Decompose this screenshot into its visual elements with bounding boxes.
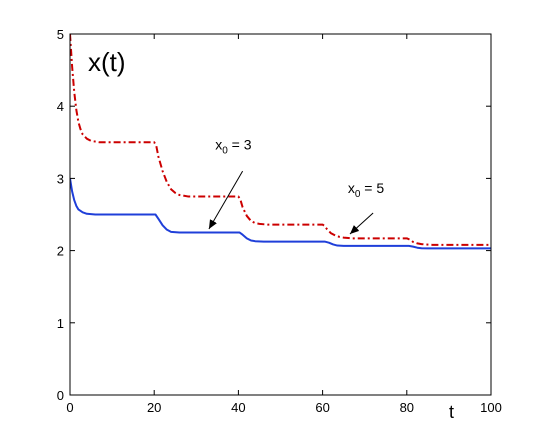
series-line-1 bbox=[70, 178, 491, 250]
y-tick-label: 5 bbox=[57, 27, 64, 42]
x-tick-label: 100 bbox=[480, 400, 502, 415]
y-tick-label: 1 bbox=[57, 316, 64, 331]
y-axis-label: x(t) bbox=[88, 47, 126, 77]
y-tick-label: 3 bbox=[57, 171, 64, 186]
annotation-label-1: x0 = 3 bbox=[215, 137, 252, 157]
axes-box bbox=[69, 33, 492, 396]
y-tick-label: 4 bbox=[57, 99, 64, 114]
x-tick-label: 80 bbox=[400, 400, 414, 415]
x-tick-label: 20 bbox=[147, 400, 161, 415]
x-tick-label: 40 bbox=[231, 400, 245, 415]
x-tick-label: 0 bbox=[66, 400, 73, 415]
annotation-arrow-1 bbox=[208, 170, 244, 230]
x-tick-label: 60 bbox=[315, 400, 329, 415]
annotation-arrow-2 bbox=[349, 212, 374, 235]
y-tick-label: 0 bbox=[57, 388, 64, 403]
annotation-label-2: x0 = 5 bbox=[348, 180, 385, 200]
x-axis-label: t bbox=[449, 402, 454, 422]
series-line-2 bbox=[70, 34, 491, 246]
y-tick-label: 2 bbox=[57, 244, 64, 259]
